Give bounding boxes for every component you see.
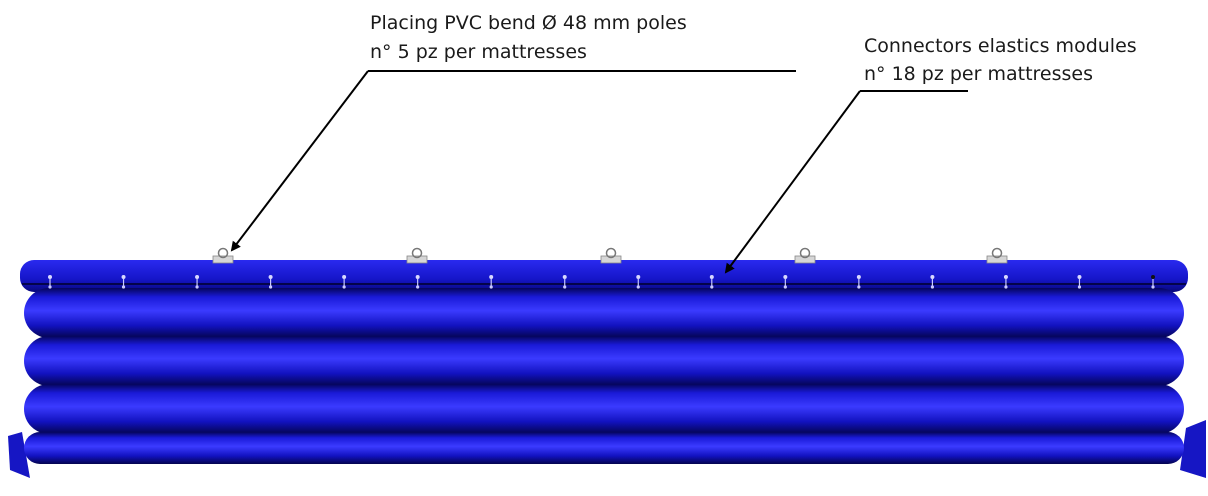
connectors-label-line1: Connectors elastics modules [864,35,1137,57]
poles-label-line1: Placing PVC bend Ø 48 mm poles [370,12,687,34]
elastic-connector [1003,275,1008,289]
elastic-connectors [48,275,1155,289]
elastic-connector [636,275,641,289]
poles-leader-arrow [230,70,369,252]
pole-bend-fitting [600,247,622,264]
pole-bend-fitting [212,247,234,264]
elastic-connector [342,275,347,289]
mattress-tube-1 [24,288,1184,338]
left-end-cap [8,432,30,478]
connectors-leader [724,90,968,274]
mattress-top-chamber [20,260,1188,292]
mattress-tube-2 [24,336,1184,386]
poles-leader [230,70,796,252]
elastic-connector [268,275,273,289]
pole-bend-fitting [986,247,1008,264]
elastic-connector [930,275,935,289]
elastic-connector [489,275,494,289]
pole-bend-fitting [794,247,816,264]
elastic-connector [195,275,200,289]
elastic-connector [709,275,714,289]
right-end-cap [1180,420,1206,478]
elastic-connector [856,275,861,289]
elastic-connector [415,275,420,289]
connectors-label-line2: n° 18 pz per mattresses [864,63,1093,85]
elastic-connector [48,275,52,289]
pole-bend-fitting [406,247,428,264]
mattress [20,260,1188,464]
poles-label-line2: n° 5 pz per mattresses [370,41,587,63]
connectors-leader-arrow [724,90,861,274]
mattress-tube-3 [24,384,1184,434]
mattress-tube-4 [24,432,1184,464]
elastic-connector [783,275,788,289]
elastic-connector [562,275,567,289]
elastic-connector [1077,275,1082,289]
pole-fittings [212,247,1008,264]
elastic-connector [121,275,126,289]
elastic-connector [1151,275,1155,289]
